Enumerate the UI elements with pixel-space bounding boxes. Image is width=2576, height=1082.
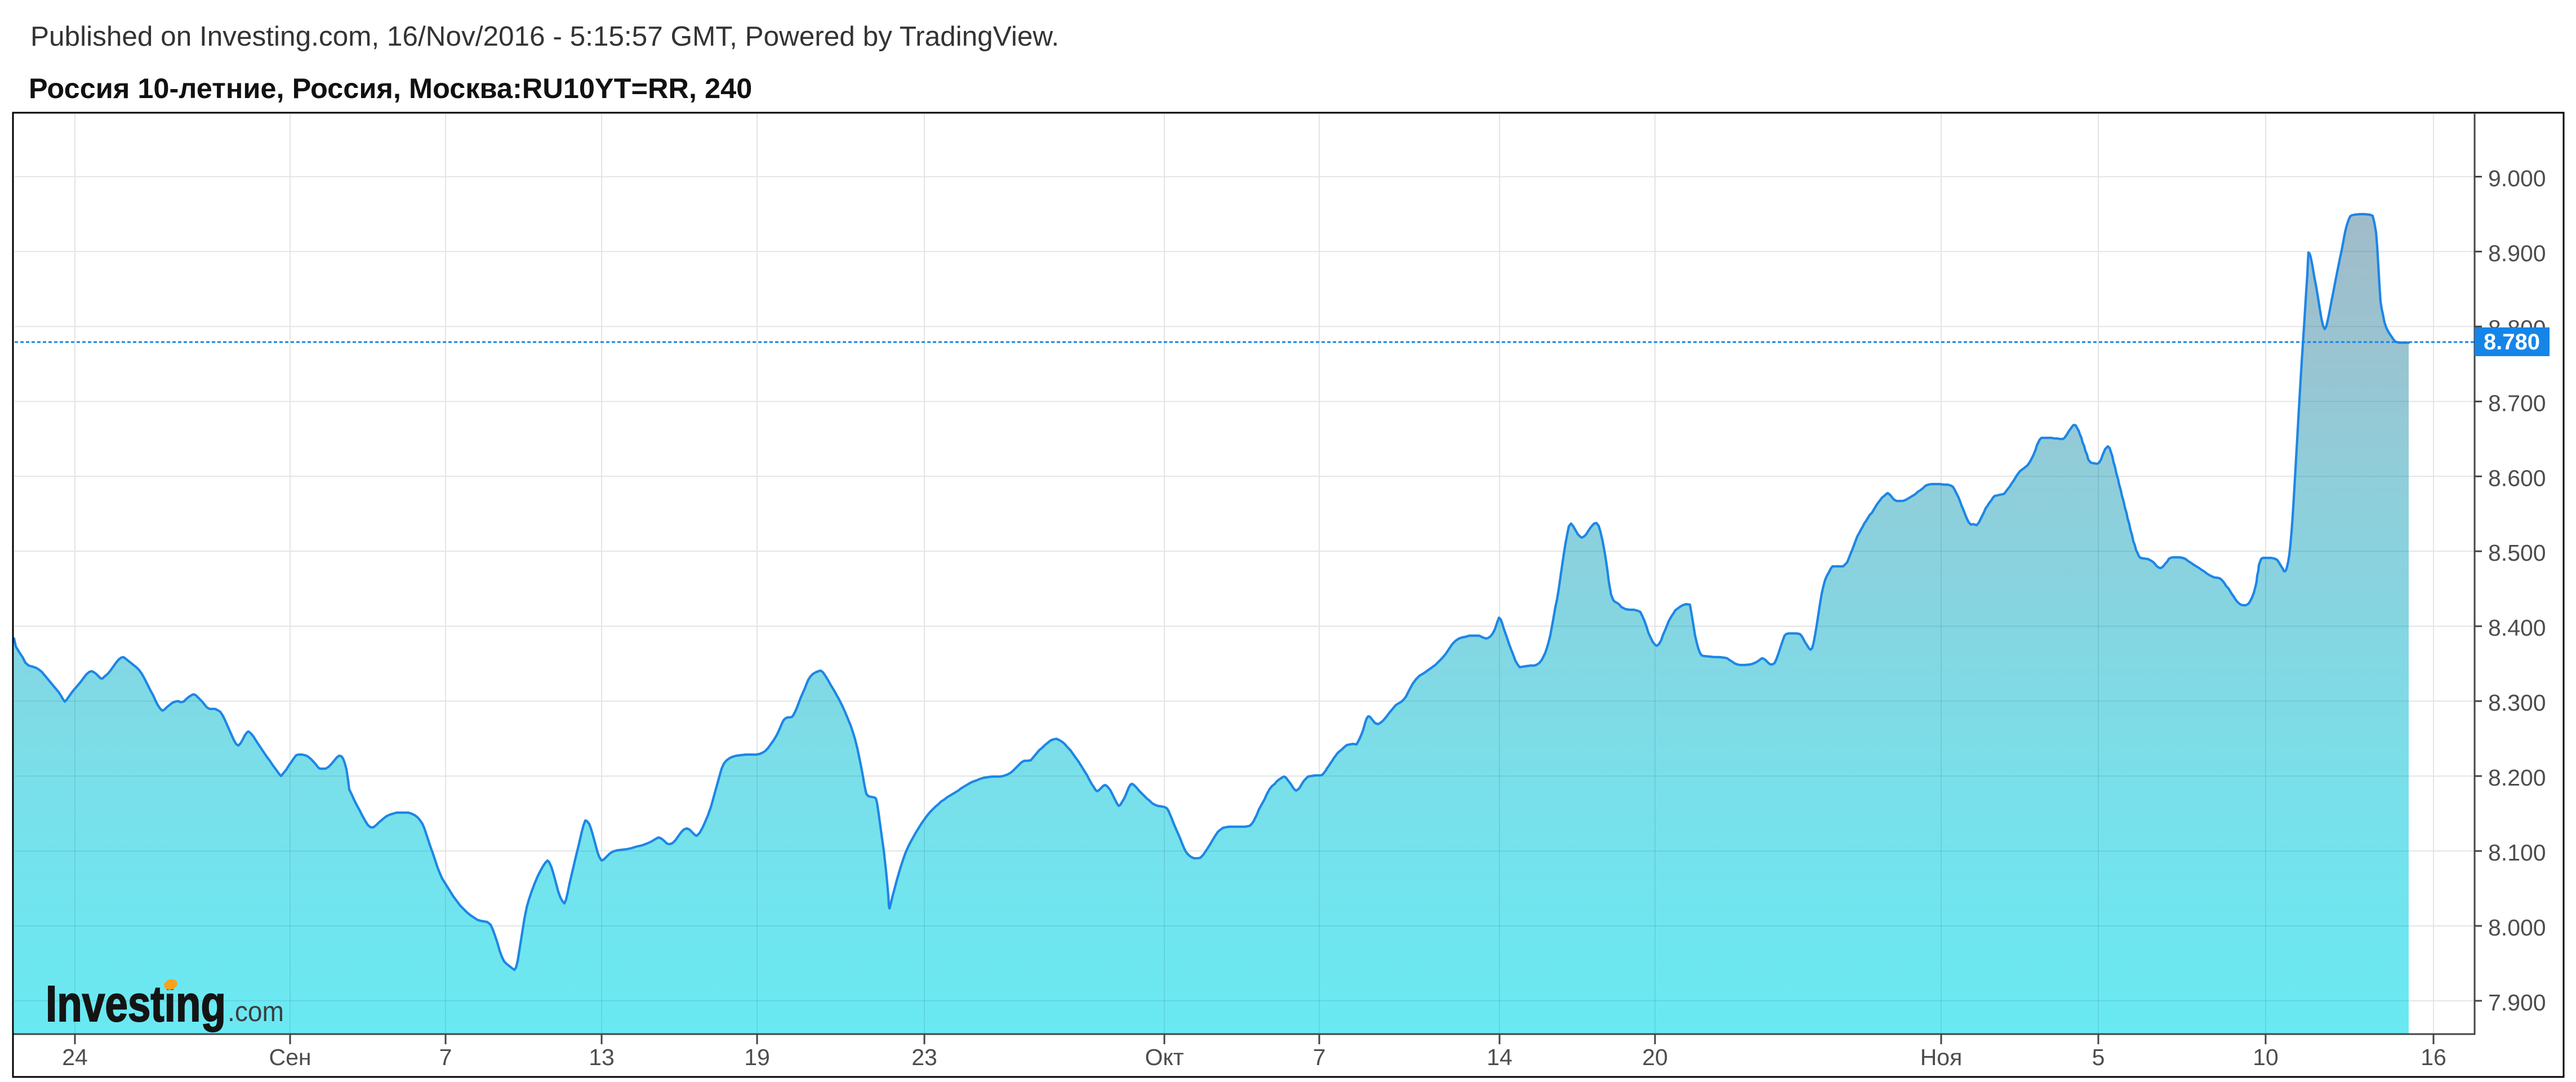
svg-text:7.900: 7.900: [2488, 990, 2546, 1016]
svg-text:8.500: 8.500: [2488, 540, 2546, 566]
svg-text:8.700: 8.700: [2488, 390, 2546, 416]
svg-text:16: 16: [2421, 1044, 2446, 1070]
svg-text:Сен: Сен: [269, 1044, 311, 1070]
svg-text:10: 10: [2253, 1044, 2279, 1070]
svg-text:23: 23: [911, 1044, 937, 1070]
svg-text:24: 24: [62, 1044, 88, 1070]
svg-text:.com: .com: [228, 996, 284, 1027]
svg-text:Окт: Окт: [1145, 1044, 1184, 1070]
svg-text:9.000: 9.000: [2488, 166, 2546, 192]
svg-text:8.100: 8.100: [2488, 840, 2546, 866]
svg-text:5: 5: [2092, 1044, 2105, 1070]
svg-text:8.000: 8.000: [2488, 915, 2546, 941]
svg-text:Published on Investing.com, 16: Published on Investing.com, 16/Nov/2016 …: [30, 21, 1059, 52]
svg-text:Ноя: Ноя: [1920, 1044, 1963, 1070]
svg-text:13: 13: [589, 1044, 615, 1070]
svg-text:Investing: Investing: [46, 976, 226, 1032]
svg-text:20: 20: [1642, 1044, 1668, 1070]
svg-text:8.200: 8.200: [2488, 765, 2546, 791]
svg-text:7: 7: [439, 1044, 452, 1070]
svg-text:14: 14: [1487, 1044, 1512, 1070]
svg-text:19: 19: [744, 1044, 770, 1070]
svg-text:8.780: 8.780: [2484, 330, 2540, 354]
svg-text:7: 7: [1313, 1044, 1326, 1070]
svg-text:8.300: 8.300: [2488, 690, 2546, 716]
svg-text:Россия 10-летние, Россия, Моск: Россия 10-летние, Россия, Москва:RU10YT=…: [29, 72, 752, 104]
svg-text:8.600: 8.600: [2488, 465, 2546, 491]
svg-text:8.900: 8.900: [2488, 240, 2546, 266]
svg-text:8.400: 8.400: [2488, 615, 2546, 641]
